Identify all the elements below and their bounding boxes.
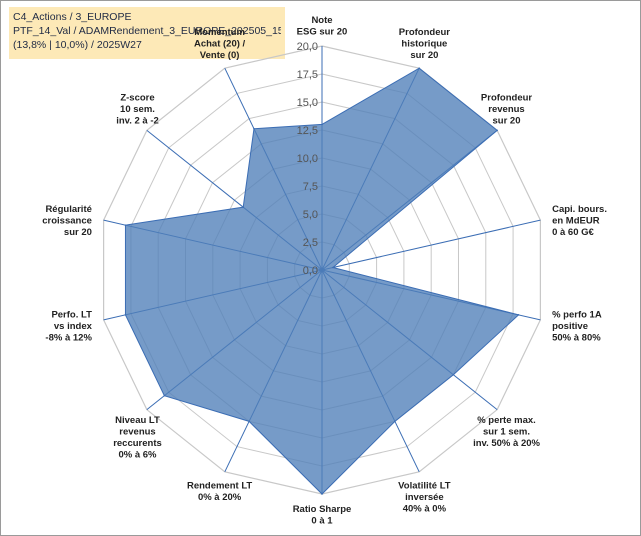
data-point-4 [517, 314, 520, 316]
data-point-7 [321, 493, 323, 495]
axis-label-7: Ratio Sharpe 0 à 1 [293, 504, 352, 527]
data-point-13 [253, 127, 255, 130]
axis-label-10: Perfo. LT vs index -8% à 12% [45, 309, 92, 343]
radar-tick-labels: 0,0 2,5 5,0 7,5 10,0 12,5 15,0 17,5 20,0 [297, 41, 318, 277]
axis-label-0: Note ESG sur 20 [297, 15, 348, 38]
axis-label-2: Profondeur revenus sur 20 [481, 92, 532, 126]
axis-label-5: % perte max. sur 1 sem. inv. 50% à 20% [473, 415, 540, 449]
data-point-3 [332, 266, 334, 269]
spoke-3 [321, 219, 541, 271]
axis-label-8: Rendement LT 0% à 20% [187, 481, 252, 504]
tick-label-6: 15,0 [297, 97, 318, 109]
data-point-0 [321, 123, 323, 126]
axis-label-1: Profondeur historique sur 20 [399, 27, 450, 61]
axis-label-4: % perfo 1A positive 50% à 80% [552, 309, 602, 343]
tick-label-0: 0,0 [303, 265, 318, 277]
info-line-1: C4_Actions / 3_EUROPE [13, 11, 132, 23]
axis-label-11: Régularité croissance sur 20 [42, 204, 92, 238]
info-line-3: (13,8% | 10,0%) / 2025W27 [13, 39, 142, 51]
tick-label-7: 17,5 [297, 69, 318, 81]
tick-label-2: 5,0 [303, 209, 318, 221]
data-point-9 [163, 394, 166, 397]
data-point-1 [418, 67, 420, 69]
data-point-5 [452, 373, 455, 376]
axis-label-9: Niveau LT revenus reccurents 0% à 6% [113, 415, 162, 461]
axis-label-3: Capi. bours. en MdEUR 0 à 60 G€ [552, 204, 607, 238]
axis-label-6: Volatilité LT inversée 40% à 0% [398, 481, 451, 515]
tick-label-8: 20,0 [297, 41, 318, 53]
tick-label-3: 7,5 [303, 181, 318, 193]
data-point-10 [124, 314, 127, 316]
axis-label-12: Z-score 10 sem. inv. 2 à -2 [116, 92, 159, 126]
series-area [124, 67, 520, 495]
data-point-2 [496, 129, 498, 132]
data-point-11 [124, 224, 127, 226]
portfolio-info-box: C4_Actions / 3_EUROPE PTF_14_Val / ADAMR… [9, 7, 285, 59]
data-point-8 [248, 420, 250, 423]
data-point-6 [394, 420, 396, 423]
tick-label-1: 2,5 [303, 237, 318, 249]
info-line-2: PTF_14_Val / ADAMRendement_3_EUROPE_2025… [13, 25, 281, 37]
radar-axis-labels: Note ESG sur 20 Profondeur historique sur 20… [42, 15, 607, 527]
radar-series [124, 67, 520, 495]
tick-label-5: 12,5 [297, 125, 318, 137]
axis-label-13: Momentum Achat (20) / Vente (0) [194, 27, 246, 61]
tick-label-4: 10,0 [297, 153, 318, 165]
data-point-12 [242, 206, 244, 208]
